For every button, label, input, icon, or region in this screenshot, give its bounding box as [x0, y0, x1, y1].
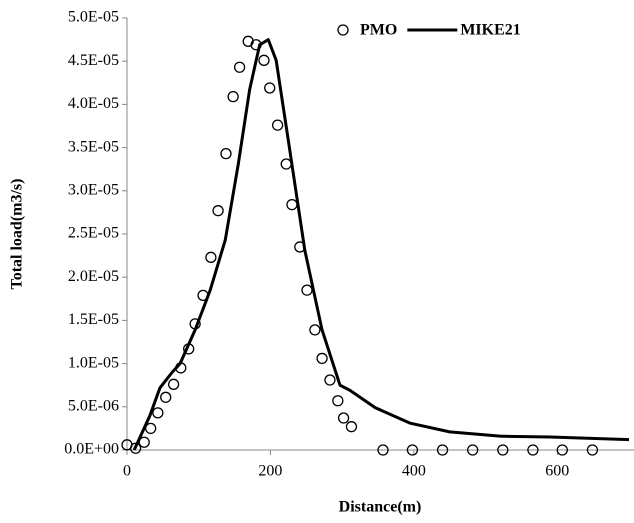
legend-label: PMO	[360, 22, 397, 39]
data-point	[324, 374, 336, 386]
data-point	[167, 378, 180, 390]
y-tick-label: 4.0E-05	[68, 95, 119, 112]
y-tick-label: 5.0E-05	[68, 9, 119, 26]
data-point	[280, 158, 292, 170]
x-tick-label: 600	[545, 463, 569, 480]
y-tick-label: 3.0E-05	[68, 181, 119, 198]
data-point	[160, 391, 172, 403]
data-point	[220, 147, 232, 160]
y-tick-label: 5.0E-06	[68, 397, 119, 414]
data-point	[377, 444, 389, 456]
data-point	[152, 407, 164, 419]
x-tick-label: 0	[123, 463, 131, 480]
data-point	[264, 82, 276, 94]
data-point	[406, 444, 419, 456]
data-point	[301, 284, 313, 296]
data-point	[286, 198, 298, 211]
y-tick-label: 2.0E-05	[68, 268, 119, 285]
data-point	[227, 90, 239, 103]
data-point	[556, 444, 568, 456]
y-axis-title: Total load(m3/s)	[9, 179, 26, 290]
x-tick-label: 400	[402, 463, 426, 480]
data-point	[497, 444, 509, 456]
x-tick-label: 200	[258, 463, 282, 480]
data-point	[309, 324, 321, 336]
data-point	[233, 61, 246, 73]
data-point	[212, 205, 224, 217]
y-tick-label: 3.5E-05	[68, 138, 119, 155]
data-point	[316, 352, 328, 365]
legend-label: MIKE21	[460, 22, 520, 39]
data-point	[467, 444, 479, 456]
y-tick-label: 2.5E-05	[68, 225, 119, 242]
data-point	[586, 444, 599, 456]
data-point	[436, 444, 449, 456]
data-point	[258, 54, 270, 66]
x-axis-title: Distance(m)	[339, 499, 422, 516]
data-line	[132, 38, 630, 451]
legend-marker	[337, 24, 349, 36]
y-tick-label: 4.5E-05	[68, 52, 119, 69]
y-tick-label: 1.5E-05	[68, 311, 119, 328]
data-point	[345, 421, 358, 433]
y-tick-label: 1.0E-05	[68, 354, 119, 371]
data-point	[271, 119, 284, 131]
data-point	[337, 412, 350, 424]
data-point	[205, 251, 217, 263]
data-point	[332, 395, 344, 407]
y-tick-label: 0.0E+00	[64, 441, 119, 458]
data-point	[527, 444, 539, 456]
